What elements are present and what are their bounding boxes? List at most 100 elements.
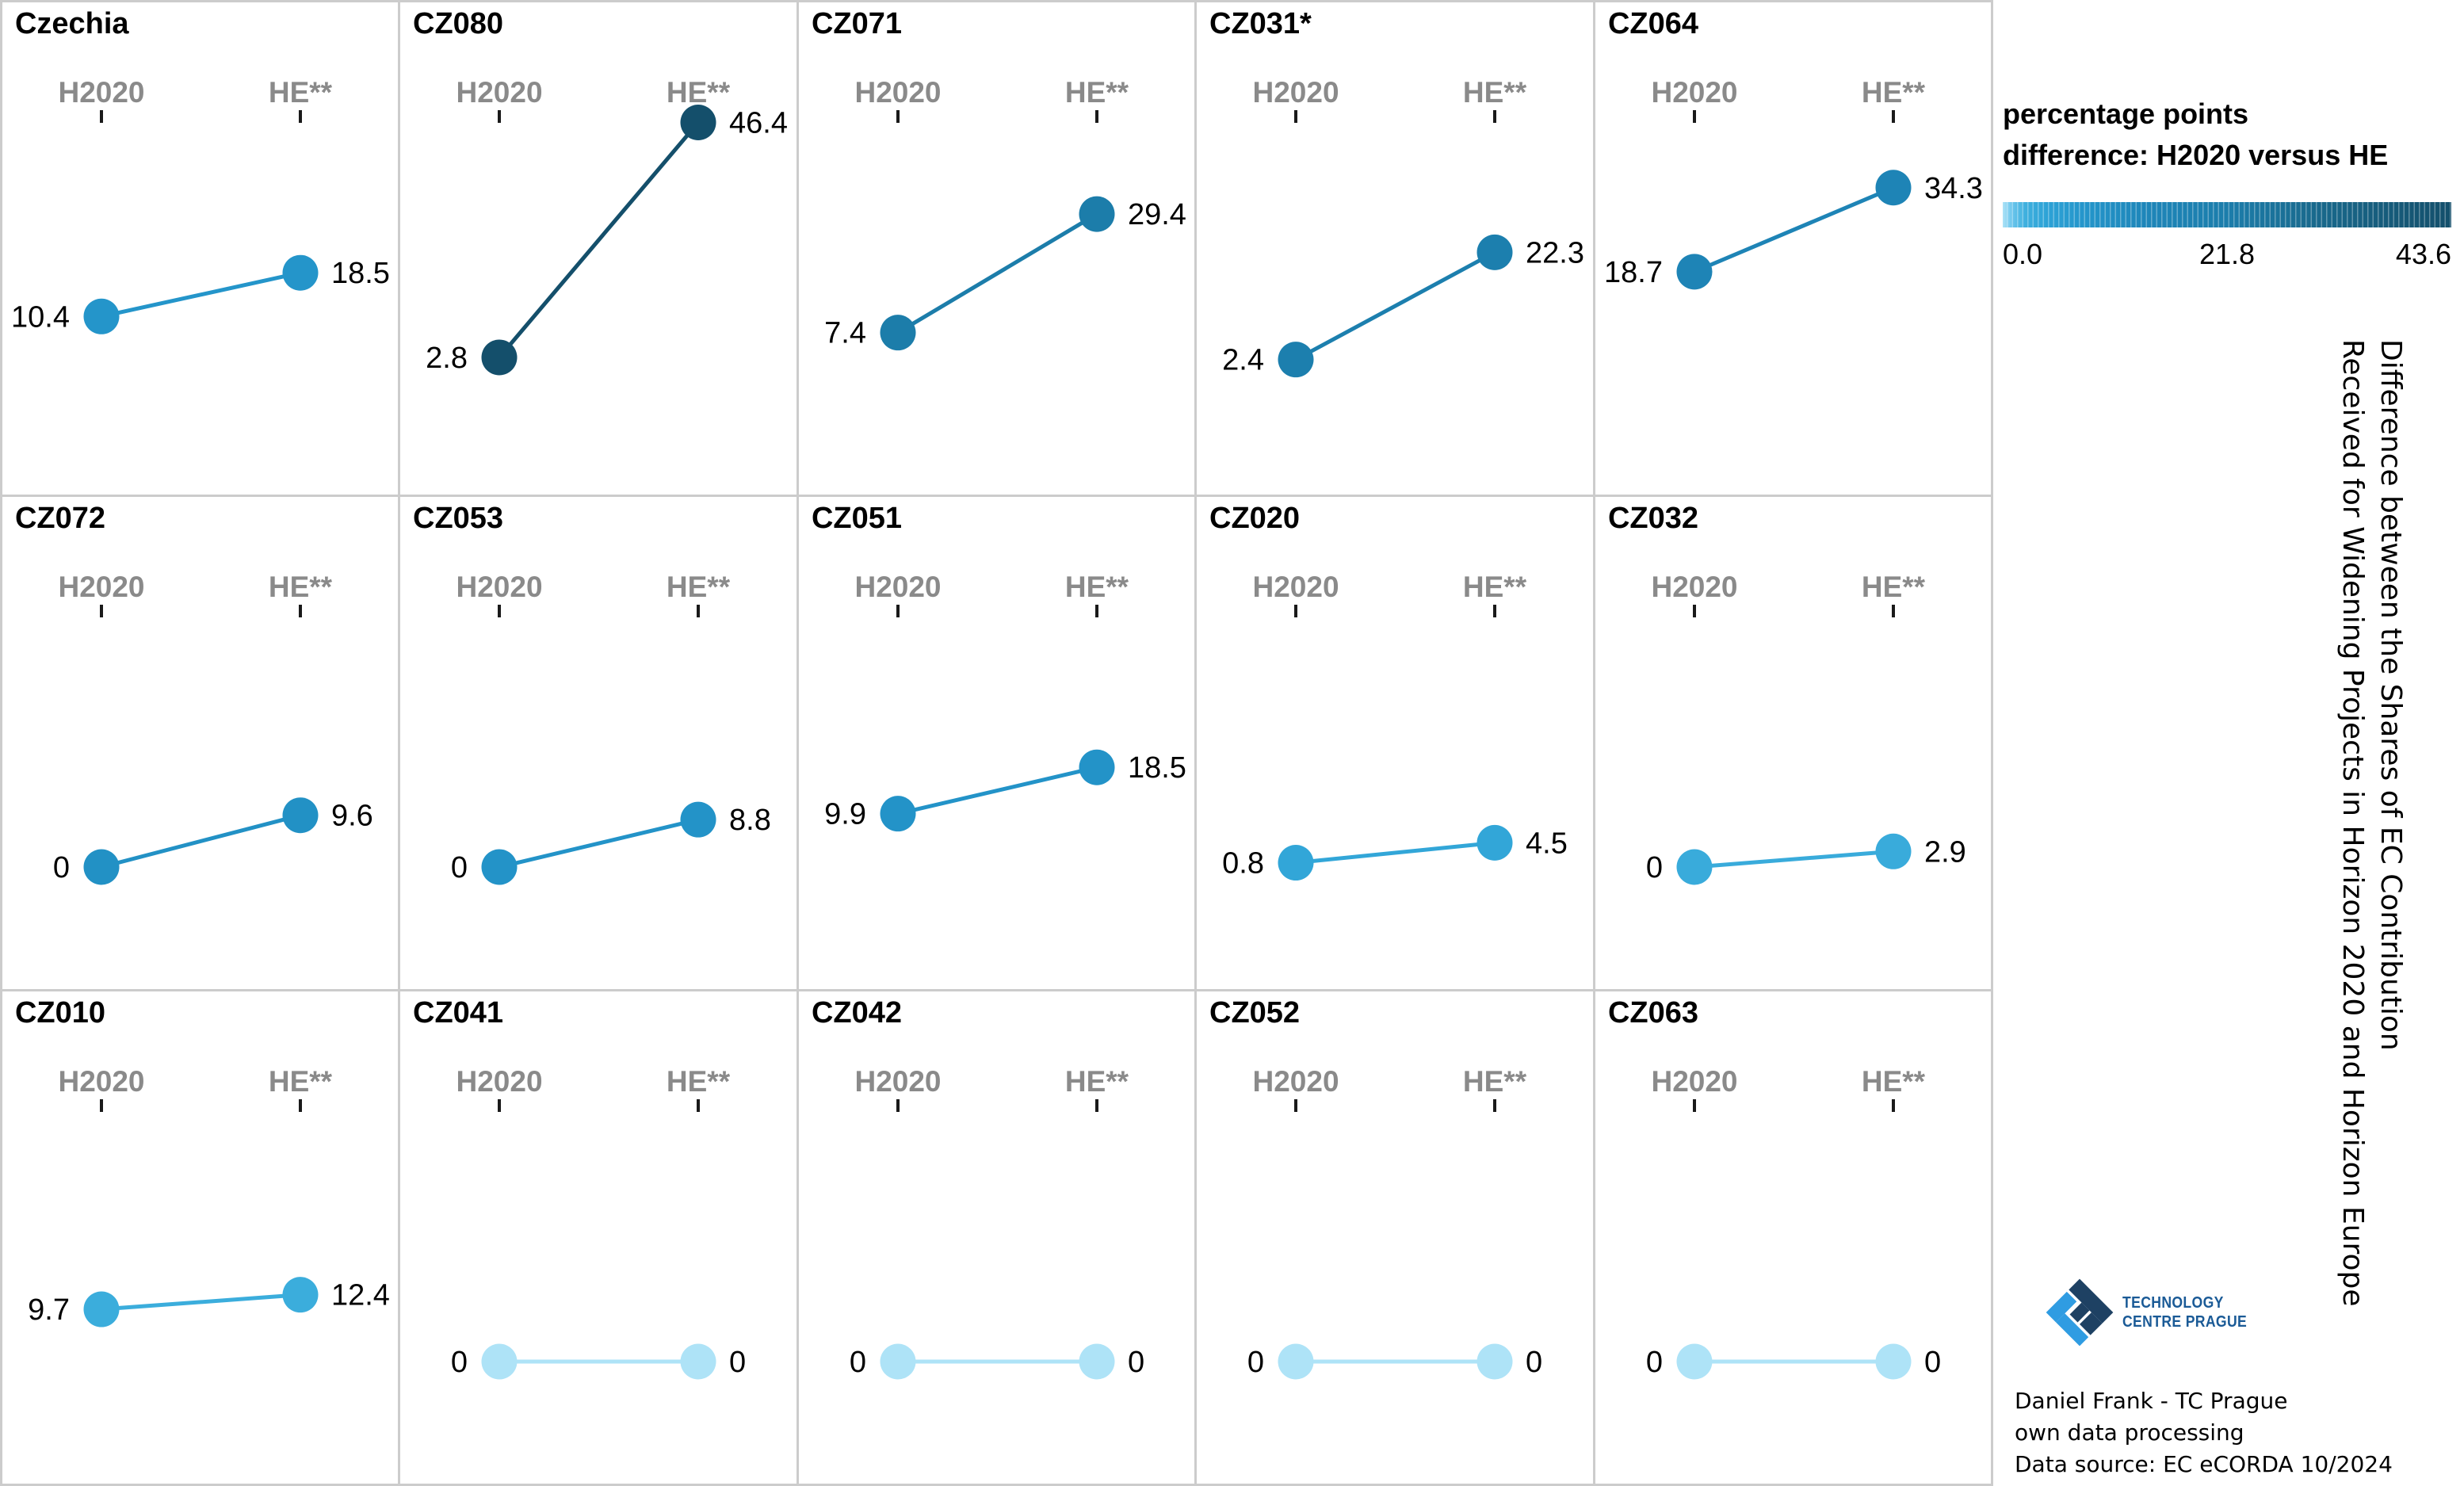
x-axis-tick: [697, 1099, 701, 1112]
x-axis-tick: [896, 110, 900, 123]
facet-title: CZ052: [1209, 996, 1300, 1030]
facet-plot: CZ020 H2020 HE** 0.8 4.5: [1209, 502, 1568, 881]
value-label-he: 46.4: [729, 106, 788, 139]
facet-plot: CZ010 H2020 HE** 9.7 12.4: [15, 996, 390, 1327]
dot-he: [1875, 1343, 1912, 1380]
dot-h2020: [1676, 849, 1713, 885]
facet-panel-CZ064: CZ064 H2020 HE** 18.7 34.3: [1595, 2, 1993, 497]
x-axis-tick: [1493, 605, 1497, 617]
x-axis-tick: [1891, 1099, 1895, 1112]
facet-panel-Czechia: Czechia H2020 HE** 10.4 18.5: [2, 2, 401, 497]
caption-line1: Difference between the Shares of EC Cont…: [2374, 339, 2407, 1051]
x-axis-tick: [1493, 110, 1497, 123]
facet-title: CZ063: [1608, 996, 1698, 1030]
x-axis-tick: [99, 1099, 103, 1112]
facet-plot: CZ053 H2020 HE** 0 8.8: [413, 502, 771, 885]
x-axis-label-he: HE**: [667, 1065, 731, 1098]
x-axis-tick: [1692, 110, 1696, 123]
facet-title: CZ020: [1209, 502, 1300, 535]
facet-panel-CZ072: CZ072 H2020 HE** 0 9.6: [2, 497, 401, 991]
x-axis-label-h2020: H2020: [854, 76, 941, 109]
legend-title-line1: percentage points: [2003, 97, 2249, 130]
dot-h2020: [481, 849, 518, 885]
x-axis-label-h2020: H2020: [1253, 76, 1339, 109]
x-axis-tick: [896, 1099, 900, 1112]
attribution-line3: Data source: EC eCORDA 10/2024: [2015, 1451, 2393, 1477]
facet-panel-CZ080: CZ080 H2020 HE** 2.8 46.4: [400, 2, 799, 497]
dot-he: [1875, 170, 1912, 206]
tc-prague-logo-text: TECHNOLOGY CENTRE PRAGUE: [2122, 1293, 2247, 1331]
value-label-h2020: 18.7: [1604, 256, 1663, 289]
slope-line: [1295, 840, 1496, 865]
x-axis-label-h2020: H2020: [1651, 76, 1737, 109]
facet-panel-CZ042: CZ042 H2020 HE** 0 0: [798, 991, 1198, 1486]
facet-plot: CZ042 H2020 HE** 0 0: [812, 996, 1144, 1380]
value-label-h2020: 2.4: [1222, 344, 1264, 377]
facet-plot: Czechia H2020 HE** 10.4 18.5: [11, 7, 390, 334]
legend-label-mid: 21.8: [2198, 238, 2256, 270]
x-axis-label-h2020: H2020: [1253, 1065, 1339, 1098]
x-axis-tick: [99, 605, 103, 617]
legend: percentage points difference: H2020 vers…: [2003, 94, 2451, 176]
dot-he: [282, 254, 319, 291]
value-label-he: 34.3: [1924, 172, 1983, 205]
facet-panel-CZ020: CZ020 H2020 HE** 0.8 4.5: [1197, 497, 1595, 991]
dot-he: [1079, 1343, 1115, 1380]
facet-title: CZ064: [1608, 7, 1698, 40]
x-axis-label-he: HE**: [1065, 1065, 1129, 1098]
dot-h2020: [481, 1343, 518, 1380]
facet-title: CZ071: [812, 7, 902, 40]
value-label-h2020: 10.4: [11, 300, 70, 334]
attribution: Daniel Frank - TC Prague own data proces…: [2015, 1385, 2393, 1480]
caption-line2: Received for Widening Projects in Horizo…: [2336, 339, 2369, 1307]
x-axis-label-he: HE**: [1862, 571, 1926, 603]
value-label-h2020: 0: [1645, 851, 1662, 884]
x-axis-tick: [1692, 605, 1696, 617]
facet-plot: CZ080 H2020 HE** 2.8 46.4: [413, 7, 788, 376]
facet-plot: CZ051 H2020 HE** 9.9 18.5: [812, 502, 1186, 832]
x-axis-label-h2020: H2020: [1253, 571, 1339, 603]
x-axis-label-he: HE**: [269, 1065, 333, 1098]
dot-he: [1476, 234, 1513, 270]
x-axis-label-he: HE**: [1065, 571, 1129, 603]
dot-h2020: [880, 1343, 916, 1380]
facet-title: CZ072: [15, 502, 105, 535]
dot-h2020: [83, 1291, 120, 1327]
x-axis-tick: [1692, 1099, 1696, 1112]
facet-title: CZ051: [812, 502, 902, 535]
dot-h2020: [83, 298, 120, 334]
dot-h2020: [1278, 1343, 1314, 1380]
slope-line: [1295, 250, 1496, 361]
x-axis-tick: [1891, 110, 1895, 123]
x-axis-label-he: HE**: [1463, 1065, 1527, 1098]
facet-plot: CZ063 H2020 HE** 0 0: [1608, 996, 1941, 1380]
tc-prague-logo-icon: [2046, 1278, 2114, 1347]
x-axis-tick: [1094, 605, 1098, 617]
value-label-h2020: 0.8: [1222, 847, 1264, 881]
x-axis-label-h2020: H2020: [854, 571, 941, 603]
slope-line: [499, 817, 699, 869]
attribution-line1: Daniel Frank - TC Prague: [2015, 1388, 2288, 1414]
dot-he: [1875, 833, 1912, 869]
facet-plot: CZ041 H2020 HE** 0 0: [413, 996, 747, 1380]
dot-h2020: [1278, 845, 1314, 881]
dot-he: [1476, 1343, 1513, 1380]
facet-plot: CZ064 H2020 HE** 18.7 34.3: [1604, 7, 1983, 290]
dot-he: [680, 801, 716, 838]
tc-prague-logo: TECHNOLOGY CENTRE PRAGUE: [2045, 1278, 2264, 1347]
value-label-he: 22.3: [1526, 236, 1584, 269]
facet-title: CZ042: [812, 996, 902, 1030]
x-axis-label-h2020: H2020: [58, 571, 144, 603]
x-axis-tick: [298, 1099, 302, 1112]
facet-panel-CZ051: CZ051 H2020 HE** 9.9 18.5: [798, 497, 1198, 991]
x-axis-tick: [1094, 1099, 1098, 1112]
facet-title: CZ031*: [1209, 7, 1312, 40]
x-axis-tick: [1294, 605, 1298, 617]
facet-title: CZ032: [1608, 502, 1698, 535]
x-axis-label-he: HE**: [1862, 1065, 1926, 1098]
value-label-h2020: 7.4: [824, 317, 866, 350]
x-axis-label-he: HE**: [667, 76, 731, 109]
facet-grid: Czechia H2020 HE** 10.4 18.5 CZ080 H2020 HE** 2.…: [0, 0, 1993, 1486]
facet-title: CZ080: [413, 7, 503, 40]
x-axis-tick: [99, 110, 103, 123]
